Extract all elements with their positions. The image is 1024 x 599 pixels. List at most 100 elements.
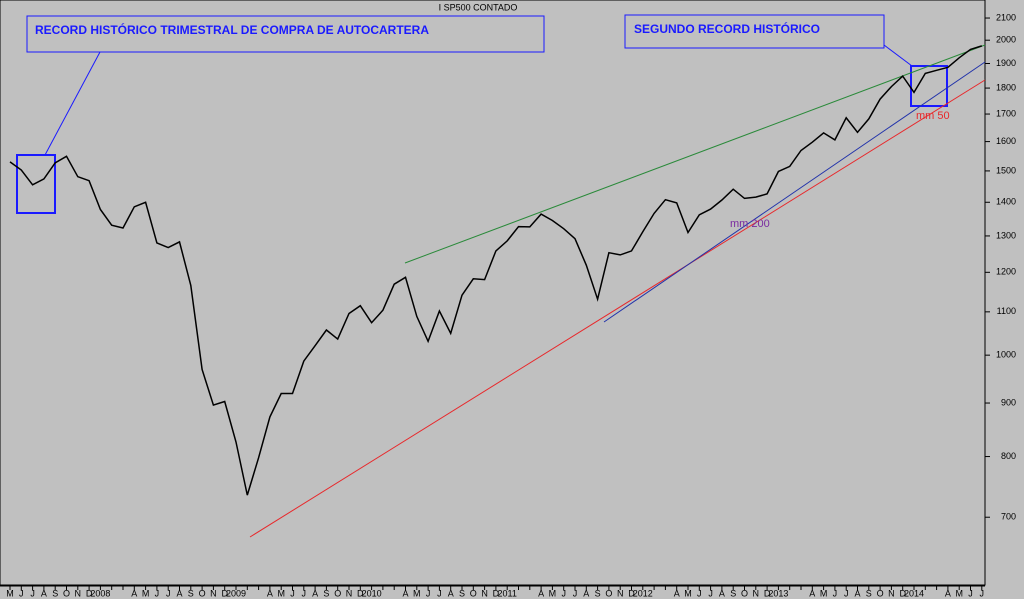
y-tick-label: 1900 [996,58,1016,68]
x-tick-label: J [19,588,24,598]
x-tick-label: D [493,588,500,598]
x-tick-label: J [290,588,295,598]
x-tick-label: J [980,588,985,598]
x-tick-label: S [188,588,194,598]
pointer [44,51,101,156]
x-tick-label: N [617,588,624,598]
annotation: mm 200 [730,218,770,230]
pointer [883,44,913,67]
y-tick-label: 2100 [996,12,1016,22]
price-line [9,45,983,496]
x-tick-label: S [866,588,872,598]
x-tick-label: 2014 [904,588,924,598]
annotation: mm 50 [916,110,950,122]
x-tick-label: A [674,588,680,598]
x-tick-label: J [844,588,849,598]
x-tick-label: J [426,588,431,598]
y-tick-label: 1800 [996,82,1016,92]
x-tick-label: N [210,588,217,598]
x-tick-label: A [267,588,273,598]
x-tick-label: D [221,588,228,598]
x-tick-label: J [30,588,35,598]
x-tick-label: 2013 [768,588,788,598]
x-tick-label: D [357,588,364,598]
x-tick-label: J [573,588,578,598]
chart-title: I SP500 CONTADO [439,2,518,12]
x-tick-label: A [312,588,318,598]
x-tick-label: S [595,588,601,598]
x-tick-label: O [877,588,884,598]
trend-line [603,61,986,323]
y-tick-label: 1100 [997,306,1016,316]
y-tick-label: 900 [1001,397,1016,407]
x-tick-label: S [323,588,329,598]
x-tick-label: A [854,588,860,598]
x-tick-label: O [470,588,477,598]
y-tick-label: 800 [1001,451,1016,461]
x-tick-label: A [538,588,544,598]
x-tick-label: A [719,588,725,598]
x-tick-label: 2008 [90,588,110,598]
x-tick-label: D [628,588,635,598]
x-tick-label: A [945,588,951,598]
x-tick-label: J [437,588,442,598]
x-tick-label: N [481,588,488,598]
x-tick-label: N [888,588,895,598]
x-tick-label: J [155,588,160,598]
x-tick-label: M [684,588,692,598]
x-tick-label: S [730,588,736,598]
x-tick-label: S [52,588,58,598]
x-tick-label: O [605,588,612,598]
y-tick-label: 1000 [996,350,1016,360]
x-tick-label: A [809,588,815,598]
x-tick-label: M [955,588,963,598]
x-tick-label: O [741,588,748,598]
x-tick-label: J [708,588,713,598]
annotation: SEGUNDO RECORD HISTÓRICO [634,21,820,36]
x-tick-label: N [346,588,353,598]
x-tick-label: 2011 [498,588,517,598]
x-tick-label: M [142,588,150,598]
y-tick-label: 1200 [996,267,1016,277]
x-tick-label: N [753,588,760,598]
x-tick-label: A [583,588,589,598]
y-tick-label: 1300 [996,230,1016,240]
x-tick-label: M [820,588,828,598]
x-tick-label: 2010 [362,588,382,598]
y-tick-label: 1600 [996,136,1016,146]
x-tick-label: A [402,588,408,598]
x-tick-label: S [459,588,465,598]
annotation: RECORD HISTÓRICO TRIMESTRAL DE COMPRA DE… [35,22,429,37]
note-box [26,15,545,53]
x-tick-label: 2009 [226,588,246,598]
x-tick-label: D [86,588,93,598]
x-tick-label: J [166,588,171,598]
x-tick-label: M [277,588,285,598]
trend-line [249,79,986,538]
y-tick-label: 1500 [996,165,1016,175]
x-tick-label: A [131,588,137,598]
x-tick-label: M [549,588,557,598]
highlight-box [16,154,56,214]
x-tick-label: M [413,588,421,598]
x-tick-label: A [448,588,454,598]
y-tick-label: 700 [1001,512,1016,522]
x-tick-label: D [899,588,906,598]
x-tick-label: J [561,588,566,598]
x-tick-label: O [63,588,70,598]
x-tick-label: M [6,588,14,598]
x-tick-label: 2012 [633,588,653,598]
y-tick-label: 1700 [996,108,1016,118]
x-tick-label: A [41,588,47,598]
y-tick-label: 2000 [996,35,1016,45]
x-tick-label: O [199,588,206,598]
note-box [624,14,885,49]
x-tick-label: J [697,588,702,598]
x-tick-label: J [302,588,307,598]
x-tick-label: N [75,588,82,598]
x-tick-label: O [334,588,341,598]
y-tick-label: 1400 [996,197,1016,207]
x-tick-label: A [176,588,182,598]
x-tick-label: D [764,588,771,598]
